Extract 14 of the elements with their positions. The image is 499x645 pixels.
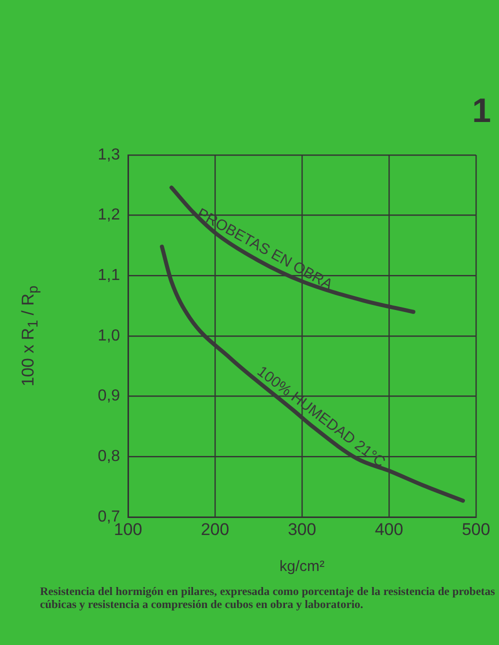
y-tick-label: 0,8	[98, 448, 120, 466]
x-tick-label: 300	[288, 520, 316, 539]
x-tick-label: 500	[462, 520, 490, 539]
y-tick-label: 1,1	[98, 267, 120, 284]
x-tick-label: 200	[200, 520, 230, 539]
x-axis-title: kg/cm²	[280, 558, 325, 576]
x-tick-label: 400	[374, 520, 404, 539]
y-tick-label: 1,2	[98, 206, 120, 224]
chart-title: 1	[472, 92, 491, 131]
y-tick-label: 1,0	[98, 327, 120, 344]
y-tick-label: 1,3	[98, 146, 120, 164]
y-tick-label: 0,9	[98, 388, 120, 405]
x-tick-label: 100	[114, 520, 142, 539]
text: Resistencia del hormigón en pilares, expresada como porcentaje de la resistencia de probetas cúbicas y resistencia a compresión de cubos en obra y laboratorio.	[40, 586, 495, 612]
